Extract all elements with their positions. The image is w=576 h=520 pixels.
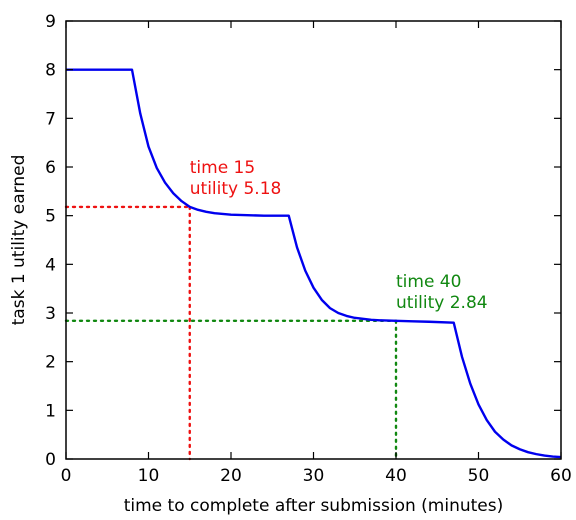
x-axis-label: time to complete after submission (minut…: [124, 496, 504, 516]
y-tick-label: 0: [45, 450, 56, 470]
x-tick-label: 40: [385, 466, 407, 486]
y-tick-label: 7: [45, 109, 56, 129]
annotation-utility: utility 2.84: [396, 293, 488, 313]
series-line: [66, 68, 562, 459]
x-tick-label: 10: [138, 466, 160, 486]
x-tick-label: 0: [61, 466, 72, 486]
y-tick-label: 4: [45, 255, 56, 275]
y-tick-label: 6: [45, 158, 56, 178]
plot-frame: [65, 20, 562, 460]
y-tick-label: 3: [45, 304, 56, 324]
annotation-time: time 15: [190, 158, 255, 178]
x-tick-label: 30: [303, 466, 325, 486]
y-tick-label: 5: [45, 207, 56, 227]
annotation-time: time 40: [396, 272, 461, 292]
ticks: 0 10 20 30 40 50 60 0 1 2 3 4 5 6 7 8 9: [45, 12, 572, 486]
y-tick-label: 2: [45, 353, 56, 373]
y-tick-label: 9: [45, 12, 56, 32]
annotation-utility: utility 5.18: [190, 179, 282, 199]
x-tick-label: 20: [220, 466, 242, 486]
plot-marks: [64, 68, 562, 461]
y-tick-label: 8: [45, 61, 56, 81]
x-tick-label: 50: [468, 466, 490, 486]
y-axis-label: task 1 utility earned: [9, 155, 29, 326]
x-tick-label: 60: [550, 466, 572, 486]
y-tick-label: 1: [45, 401, 56, 421]
